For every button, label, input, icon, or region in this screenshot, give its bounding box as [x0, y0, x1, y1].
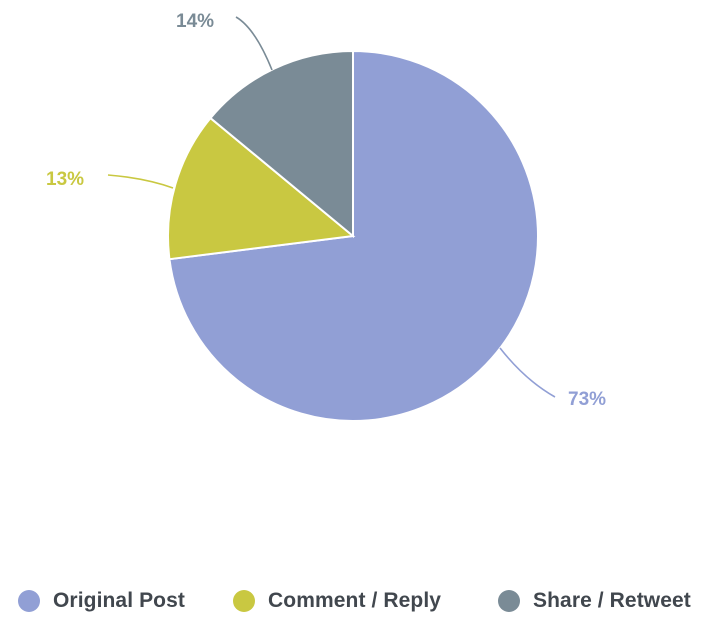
- legend-swatch-original-post: [18, 590, 40, 612]
- chart-legend: Original Post Comment / Reply Share / Re…: [0, 586, 712, 616]
- legend-swatch-share-retweet: [498, 590, 520, 612]
- legend-label-original-post: Original Post: [53, 589, 185, 612]
- leader-line-2: [235, 16, 273, 71]
- legend-item-original-post: Original Post: [18, 586, 185, 616]
- data-labels: 73% 13% 14%: [46, 11, 606, 410]
- leader-lines: [107, 16, 556, 398]
- leader-line-0: [499, 347, 556, 398]
- data-label-0: 73%: [568, 389, 606, 410]
- data-label-1: 13%: [46, 169, 84, 190]
- data-label-2: 14%: [176, 11, 214, 32]
- legend-item-share-retweet: Share / Retweet: [498, 586, 691, 616]
- pie-slice-share-retweet: [209, 49, 354, 239]
- pie-slice-comment-reply: [167, 116, 356, 261]
- legend-item-comment-reply: Comment / Reply: [233, 586, 441, 616]
- legend-label-comment-reply: Comment / Reply: [268, 589, 442, 612]
- pie-slices: [167, 49, 539, 422]
- leader-line-1: [107, 174, 174, 189]
- legend-label-share-retweet: Share / Retweet: [533, 589, 691, 612]
- legend-swatch-comment-reply: [233, 590, 255, 612]
